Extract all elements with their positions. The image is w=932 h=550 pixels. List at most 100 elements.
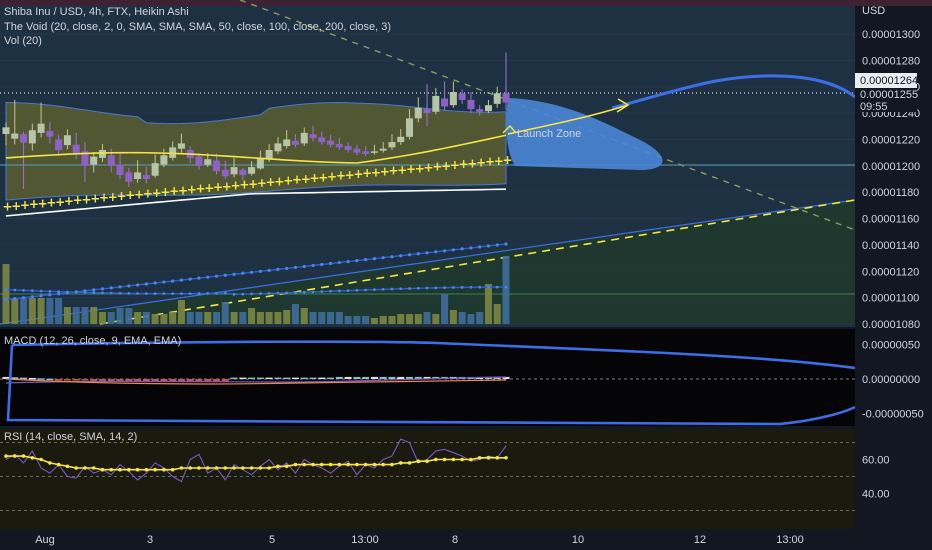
blue-dot-lower bbox=[127, 291, 131, 295]
rsi-sma-dot bbox=[214, 466, 219, 470]
trend-cross-marker: + bbox=[318, 170, 328, 184]
macd-histogram-bar bbox=[414, 376, 422, 379]
candle-body bbox=[476, 109, 484, 112]
candle-body bbox=[397, 136, 405, 143]
blue-dot bbox=[399, 254, 403, 258]
trend-cross-marker: + bbox=[441, 159, 451, 173]
trend-cross-marker: + bbox=[353, 167, 363, 181]
blue-dot-lower bbox=[206, 292, 210, 295]
trend-cross-marker: + bbox=[406, 162, 416, 176]
blue-dot-lower bbox=[223, 291, 227, 295]
blue-dot-lower bbox=[136, 292, 139, 295]
blue-dot bbox=[188, 277, 192, 281]
macd-histogram-bar bbox=[186, 379, 194, 382]
rsi-sma-dot bbox=[127, 467, 131, 472]
rsi-sma-dot bbox=[56, 462, 61, 467]
volume-bar bbox=[116, 308, 124, 324]
macd-histogram-bar bbox=[344, 376, 352, 379]
macd-pane[interactable]: 0.00000050 0.00000000 -0.00000050 bbox=[0, 339, 924, 426]
trend-cross-marker: + bbox=[204, 181, 214, 195]
rsi-sma-dot bbox=[372, 462, 377, 467]
macd-histogram-bar bbox=[230, 377, 238, 380]
candle-body bbox=[362, 151, 370, 154]
blue-dot bbox=[30, 295, 34, 299]
volume-bar bbox=[265, 312, 273, 324]
blue-dot bbox=[504, 242, 508, 246]
volume-bar bbox=[248, 308, 256, 324]
candle-body bbox=[379, 148, 387, 151]
price-tag-current-text: 0.00001264 bbox=[860, 75, 918, 87]
rsi-sma-dot bbox=[469, 457, 473, 462]
blue-dot-lower bbox=[416, 286, 420, 290]
volume-bar bbox=[81, 307, 89, 324]
volume-bar bbox=[46, 298, 54, 324]
blue-dot-lower bbox=[285, 291, 289, 295]
price-tag-last-text: 0.00001255 bbox=[860, 89, 918, 101]
volume-bar bbox=[397, 314, 405, 324]
trend-cross-marker: + bbox=[90, 192, 100, 206]
volume-bar bbox=[107, 312, 115, 324]
blue-dot-lower bbox=[302, 290, 306, 294]
candle-body bbox=[370, 151, 378, 153]
price-tick-label: 0.00001140 bbox=[862, 240, 919, 252]
rsi-sma-dot bbox=[381, 462, 385, 467]
time-tick-label: 8 bbox=[452, 534, 458, 546]
trend-cross-marker: + bbox=[283, 174, 293, 188]
volume-bar bbox=[441, 294, 449, 324]
blue-dot bbox=[153, 281, 157, 285]
price-tick-label: 0.00001180 bbox=[862, 187, 919, 199]
candle-body bbox=[55, 139, 63, 150]
volume-bar bbox=[458, 312, 466, 324]
blue-dot-lower bbox=[408, 287, 411, 290]
rsi-sma-dot bbox=[65, 464, 70, 469]
candle-body bbox=[46, 131, 54, 137]
volume-bar bbox=[274, 312, 282, 324]
candle-body bbox=[318, 137, 326, 143]
candle-body bbox=[300, 132, 308, 144]
candle-body bbox=[309, 134, 317, 139]
blue-dot bbox=[328, 261, 333, 266]
macd-histogram-bar bbox=[335, 376, 343, 379]
candle-body bbox=[388, 142, 396, 148]
candle-body bbox=[256, 157, 264, 169]
blue-dot-lower bbox=[232, 292, 236, 296]
blue-dot bbox=[451, 248, 455, 252]
rsi-pane[interactable]: 60.00 40.00 bbox=[0, 438, 890, 511]
blue-dot-lower bbox=[364, 288, 368, 292]
blue-dot bbox=[460, 247, 464, 251]
trend-cross-marker: + bbox=[222, 179, 232, 193]
rsi-sma-dot bbox=[241, 466, 245, 470]
rsi-sma-dot bbox=[109, 467, 114, 472]
trend-cross-marker: + bbox=[494, 154, 504, 168]
trend-cross-marker: + bbox=[371, 165, 381, 179]
blue-dot-lower bbox=[355, 288, 359, 292]
rsi-sma-dot bbox=[434, 457, 438, 462]
candle-body bbox=[265, 150, 273, 160]
blue-dot bbox=[407, 253, 412, 257]
time-axis[interactable]: Aug 3 5 13:00 8 10 12 13:00 bbox=[35, 534, 804, 546]
trend-cross-marker: + bbox=[125, 188, 135, 202]
blue-dot-lower bbox=[399, 287, 403, 291]
launch-marker bbox=[502, 124, 517, 134]
trend-cross-marker: + bbox=[380, 165, 390, 179]
blue-dot-lower bbox=[39, 289, 43, 293]
price-axis[interactable]: 0.000013000.000012800.000012600.00001240… bbox=[862, 29, 920, 331]
candle-body bbox=[160, 155, 168, 165]
volume-bar bbox=[300, 308, 308, 324]
volume-bar bbox=[283, 310, 291, 324]
trend-cross-marker: + bbox=[301, 172, 311, 186]
macd-histogram-bar bbox=[90, 379, 98, 382]
macd-line bbox=[5, 376, 507, 384]
volume-bar bbox=[239, 312, 247, 324]
rsi-sma-dot bbox=[48, 461, 52, 465]
macd-histogram-bar bbox=[98, 379, 106, 382]
rsi-tick-label: 60.00 bbox=[862, 455, 890, 467]
candle-body bbox=[441, 98, 449, 107]
macd-histogram-bar bbox=[142, 379, 150, 382]
candle-series[interactable] bbox=[2, 52, 510, 189]
blue-dot-lower bbox=[66, 290, 69, 294]
macd-histogram-bar bbox=[160, 379, 168, 382]
blue-dot bbox=[162, 280, 166, 284]
